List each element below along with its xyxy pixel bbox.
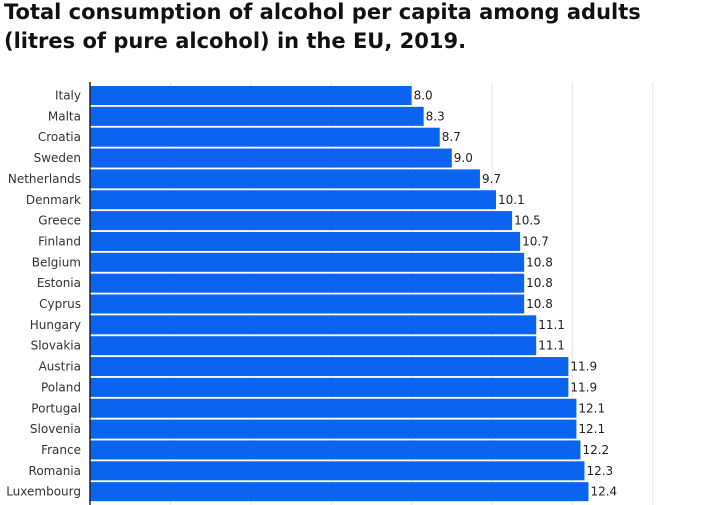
bar-finland — [90, 231, 521, 251]
value-label-estonia: 10.8 — [526, 276, 553, 290]
value-label-austria: 11.9 — [570, 360, 597, 374]
value-label-croatia: 8.7 — [442, 130, 461, 144]
category-label-sweden: Sweden — [34, 151, 81, 165]
bar-malta — [90, 106, 424, 126]
value-label-greece: 10.5 — [514, 214, 541, 228]
category-label-austria: Austria — [39, 360, 81, 374]
category-label-slovakia: Slovakia — [31, 339, 81, 353]
bar-cyprus — [90, 294, 525, 314]
category-label-finland: Finland — [38, 234, 81, 248]
bar-croatia — [90, 127, 440, 147]
bar-austria — [90, 357, 569, 377]
value-label-cyprus: 10.8 — [526, 297, 553, 311]
category-label-malta: Malta — [48, 109, 81, 123]
category-label-luxembourg: Luxembourg — [6, 485, 81, 499]
category-labels: Italy Malta Croatia Sweden Netherlands Denmar… — [6, 89, 81, 499]
bar-poland — [90, 377, 569, 397]
bar-belgium — [90, 252, 525, 272]
bar-netherlands — [90, 169, 480, 189]
bar-slovakia — [90, 336, 537, 356]
value-label-belgium: 10.8 — [526, 255, 553, 269]
value-labels: 8.0 8.3 8.7 9.0 9.7 10.1 10.5 10.7 10.8 10.8 10.8 1… — [414, 89, 618, 499]
value-label-poland: 11.9 — [570, 380, 597, 394]
bar-denmark — [90, 190, 497, 210]
value-label-slovenia: 12.1 — [578, 422, 605, 436]
value-label-denmark: 10.1 — [498, 193, 525, 207]
bar-sweden — [90, 148, 452, 168]
category-label-portugal: Portugal — [31, 401, 81, 415]
value-label-portugal: 12.1 — [578, 401, 605, 415]
value-label-sweden: 9.0 — [454, 151, 473, 165]
category-label-denmark: Denmark — [26, 193, 81, 207]
value-label-slovakia: 11.1 — [538, 339, 565, 353]
value-label-luxembourg: 12.4 — [590, 485, 617, 499]
value-label-france: 12.2 — [582, 443, 609, 457]
bar-estonia — [90, 273, 525, 293]
bars — [90, 86, 589, 502]
category-label-greece: Greece — [38, 214, 81, 228]
value-label-finland: 10.7 — [522, 234, 549, 248]
bar-italy — [90, 86, 412, 105]
value-label-malta: 8.3 — [426, 109, 445, 123]
chart-title: Total consumption of alcohol per capita … — [4, 0, 641, 53]
value-label-netherlands: 9.7 — [482, 172, 501, 186]
category-label-poland: Poland — [41, 380, 81, 394]
category-label-belgium: Belgium — [32, 255, 81, 269]
category-label-hungary: Hungary — [30, 318, 81, 332]
category-label-slovenia: Slovenia — [30, 422, 81, 436]
bar-portugal — [90, 398, 577, 418]
category-label-estonia: Estonia — [37, 276, 81, 290]
bar-luxembourg — [90, 482, 589, 502]
bar-slovenia — [90, 419, 577, 439]
bar-romania — [90, 461, 585, 481]
category-label-romania: Romania — [29, 464, 81, 478]
bar-greece — [90, 211, 513, 231]
category-label-croatia: Croatia — [38, 130, 81, 144]
value-label-romania: 12.3 — [586, 464, 613, 478]
value-label-italy: 8.0 — [414, 89, 433, 103]
bar-france — [90, 440, 581, 460]
category-label-france: France — [41, 443, 81, 457]
category-label-italy: Italy — [55, 89, 81, 103]
category-label-netherlands: Netherlands — [8, 172, 81, 186]
value-label-hungary: 11.1 — [538, 318, 565, 332]
category-label-cyprus: Cyprus — [39, 297, 81, 311]
bar-hungary — [90, 315, 537, 335]
